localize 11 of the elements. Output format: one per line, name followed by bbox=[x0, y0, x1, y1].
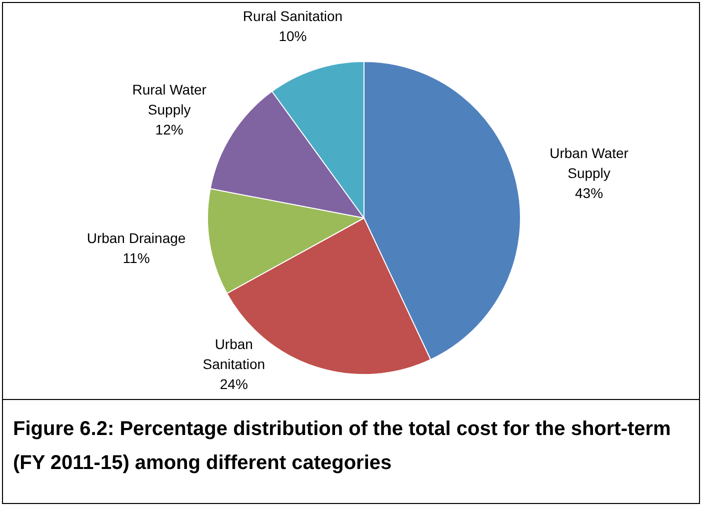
slice-label: Urban Sanitation bbox=[202, 336, 266, 372]
text: Figure 6.2: Percentage distribution of the total cost for the short-term (FY 2011-15) among different categories bbox=[3, 399, 699, 480]
data-label: 24% bbox=[220, 376, 248, 392]
slice-label: Rural Water Supply bbox=[132, 81, 207, 118]
slice-label: Urban Water Supply bbox=[550, 145, 629, 182]
data-label: 10% bbox=[278, 28, 307, 44]
data-label: 43% bbox=[575, 185, 604, 202]
slice-label: Urban Drainage bbox=[86, 230, 186, 246]
slice-label: Rural Sanitation bbox=[242, 8, 343, 24]
data-label: 11% bbox=[122, 250, 150, 266]
data-label: 12% bbox=[155, 121, 184, 138]
